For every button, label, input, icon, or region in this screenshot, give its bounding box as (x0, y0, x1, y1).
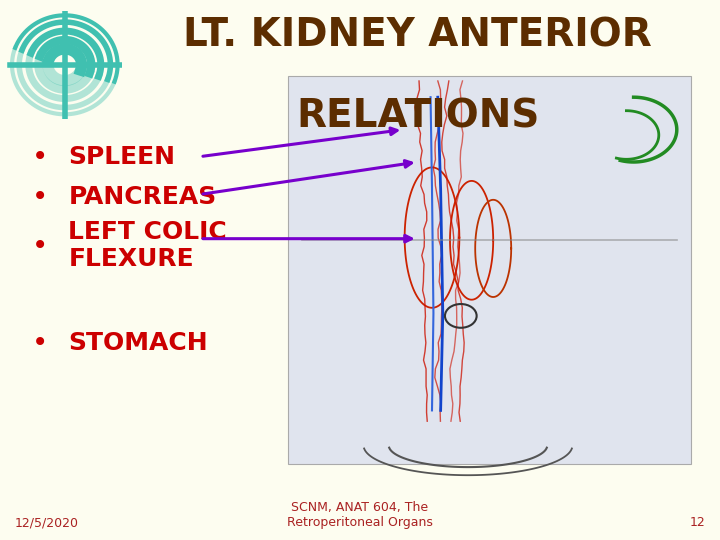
Text: 12: 12 (690, 516, 706, 529)
Text: RELATIONS: RELATIONS (296, 97, 539, 135)
Text: LEFT COLIC
FLEXURE: LEFT COLIC FLEXURE (68, 220, 227, 271)
Text: SCNM, ANAT 604, The
Retroperitoneal Organs: SCNM, ANAT 604, The Retroperitoneal Orga… (287, 501, 433, 529)
Text: 12/5/2020: 12/5/2020 (14, 516, 78, 529)
Text: SPLEEN: SPLEEN (68, 145, 176, 168)
Text: •: • (32, 329, 48, 357)
Text: •: • (32, 183, 48, 211)
Text: •: • (32, 143, 48, 171)
FancyBboxPatch shape (288, 76, 691, 464)
Text: PANCREAS: PANCREAS (68, 185, 217, 209)
Text: LT. KIDNEY ANTERIOR: LT. KIDNEY ANTERIOR (183, 16, 652, 54)
Text: •: • (32, 232, 48, 260)
Text: STOMACH: STOMACH (68, 331, 208, 355)
